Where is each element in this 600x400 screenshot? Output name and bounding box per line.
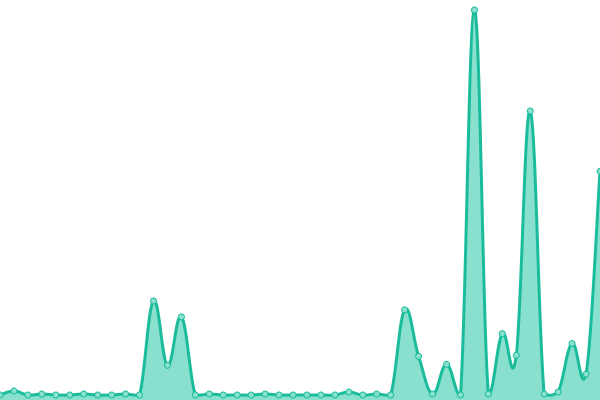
data-point <box>415 352 423 360</box>
data-point <box>52 391 60 399</box>
data-point <box>247 391 255 399</box>
data-point <box>136 391 144 399</box>
data-point <box>387 391 395 399</box>
data-point <box>122 390 130 398</box>
data-point <box>470 6 478 14</box>
data-point <box>149 297 157 305</box>
data-point <box>261 390 269 398</box>
data-point <box>233 391 241 399</box>
data-point <box>163 361 171 369</box>
data-point <box>24 391 32 399</box>
data-point <box>219 391 227 399</box>
data-point <box>498 330 506 338</box>
data-point <box>484 390 492 398</box>
data-points <box>0 6 600 399</box>
data-point <box>359 391 367 399</box>
data-point <box>456 391 464 399</box>
data-point <box>554 388 562 396</box>
data-point <box>108 391 116 399</box>
data-point <box>596 167 600 175</box>
data-point <box>373 390 381 398</box>
data-point <box>540 390 548 398</box>
data-point <box>582 370 590 378</box>
data-point <box>568 340 576 348</box>
data-point <box>0 391 4 399</box>
data-point <box>512 351 520 359</box>
data-point <box>331 391 339 399</box>
data-point <box>289 391 297 399</box>
series-line <box>0 8 600 397</box>
data-point <box>401 306 409 314</box>
data-point <box>177 313 185 321</box>
area-fill <box>0 9 600 400</box>
data-point <box>526 107 534 115</box>
data-point <box>38 390 46 398</box>
data-point <box>80 390 88 398</box>
data-point <box>317 391 325 399</box>
data-point <box>345 388 353 396</box>
data-point <box>275 391 283 399</box>
data-point <box>303 391 311 399</box>
data-point <box>10 387 18 395</box>
data-point <box>205 390 213 398</box>
data-point <box>443 360 451 368</box>
data-point <box>429 390 437 398</box>
data-point <box>66 391 74 399</box>
data-point <box>94 391 102 399</box>
data-point <box>191 391 199 399</box>
